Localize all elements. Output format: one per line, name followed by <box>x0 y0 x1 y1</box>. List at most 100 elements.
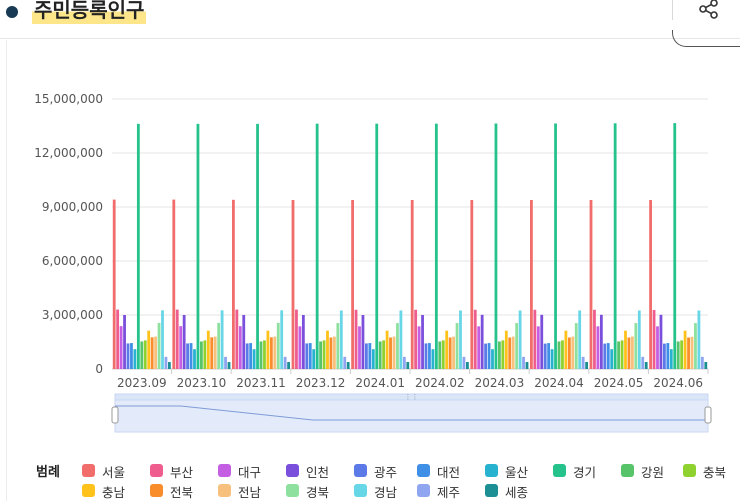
bar-경기[interactable] <box>256 123 259 369</box>
bar-전북[interactable] <box>389 337 392 370</box>
bar-제주[interactable] <box>283 356 287 369</box>
bar-대구[interactable] <box>238 326 242 369</box>
bar-세종[interactable] <box>346 362 350 369</box>
bar-대구[interactable] <box>298 326 302 369</box>
bar-경기[interactable] <box>375 123 379 369</box>
bar-강원[interactable] <box>498 341 501 369</box>
bar-서울[interactable] <box>351 199 354 369</box>
bar-대구[interactable] <box>596 326 600 369</box>
bar-인천[interactable] <box>361 315 365 369</box>
bar-전북[interactable] <box>269 337 273 369</box>
bar-경북[interactable] <box>396 323 399 369</box>
bar-광주[interactable] <box>543 343 547 369</box>
bar-경북[interactable] <box>455 323 459 369</box>
bar-대구[interactable] <box>179 326 183 369</box>
bar-충북[interactable] <box>680 340 684 369</box>
bar-부산[interactable] <box>295 309 298 369</box>
bar-서울[interactable] <box>589 199 593 369</box>
navigator-handle[interactable] <box>704 406 712 424</box>
bar-전남[interactable] <box>154 336 157 369</box>
bar-경북[interactable] <box>694 323 697 369</box>
bar-충북[interactable] <box>382 340 386 369</box>
bar-강원[interactable] <box>378 341 382 369</box>
bar-인천[interactable] <box>480 314 484 369</box>
bar-울산[interactable] <box>133 349 137 369</box>
bar-세종[interactable] <box>466 362 469 369</box>
bar-부산[interactable] <box>652 309 656 369</box>
bar-광주[interactable] <box>603 343 607 369</box>
bar-충북[interactable] <box>203 340 207 369</box>
bar-전북[interactable] <box>448 337 452 370</box>
bar-부산[interactable] <box>235 309 239 369</box>
bar-대전[interactable] <box>308 343 312 369</box>
bar-경남[interactable] <box>459 310 462 370</box>
navigator-grip-icon[interactable]: ⋮⋮ <box>405 393 419 401</box>
bar-강원[interactable] <box>617 341 620 369</box>
bar-경기[interactable] <box>494 123 498 369</box>
bar-부산[interactable] <box>533 309 537 369</box>
bar-제주[interactable] <box>581 356 585 369</box>
bar-서울[interactable] <box>470 199 474 369</box>
bar-경남[interactable] <box>399 310 403 370</box>
bar-충남[interactable] <box>385 330 389 369</box>
bar-충북[interactable] <box>143 340 147 369</box>
bar-서울[interactable] <box>232 199 235 369</box>
bar-전북[interactable] <box>508 337 512 370</box>
bar-경기[interactable] <box>554 123 557 369</box>
bar-충북[interactable] <box>561 340 564 369</box>
bar-울산[interactable] <box>669 349 673 369</box>
bar-인천[interactable] <box>182 315 186 369</box>
bar-제주[interactable] <box>164 356 168 369</box>
bar-경기[interactable] <box>136 123 140 369</box>
bar-전남[interactable] <box>452 336 455 369</box>
bar-서울[interactable] <box>649 199 652 369</box>
bar-전남[interactable] <box>273 336 277 369</box>
bar-울산[interactable] <box>610 349 614 369</box>
range-navigator[interactable] <box>114 397 709 433</box>
bar-대전[interactable] <box>487 343 491 369</box>
bar-인천[interactable] <box>242 315 246 369</box>
bar-강원[interactable] <box>676 341 680 369</box>
bar-경남[interactable] <box>697 310 701 370</box>
bar-충남[interactable] <box>266 330 270 369</box>
bar-경기[interactable] <box>613 123 617 369</box>
bar-울산[interactable] <box>550 349 554 369</box>
bar-충남[interactable] <box>624 330 627 369</box>
bar-대구[interactable] <box>358 326 361 369</box>
bar-충북[interactable] <box>501 340 505 369</box>
bar-제주[interactable] <box>343 356 347 369</box>
bar-충북[interactable] <box>620 340 624 369</box>
bar-전남[interactable] <box>511 336 515 369</box>
navigator-handle[interactable] <box>111 406 119 424</box>
bar-울산[interactable] <box>491 349 494 369</box>
bar-전남[interactable] <box>392 336 396 369</box>
bar-경기[interactable] <box>196 123 200 369</box>
bar-울산[interactable] <box>193 349 196 369</box>
bar-인천[interactable] <box>599 314 603 369</box>
bar-인천[interactable] <box>659 314 663 369</box>
bar-강원[interactable] <box>259 341 263 369</box>
bar-대전[interactable] <box>606 343 610 369</box>
bar-충북[interactable] <box>322 340 326 369</box>
bar-울산[interactable] <box>431 349 435 369</box>
bar-경남[interactable] <box>518 310 522 370</box>
bar-전북[interactable] <box>329 337 333 370</box>
bar-울산[interactable] <box>371 349 375 369</box>
bar-경북[interactable] <box>217 322 221 369</box>
bar-광주[interactable] <box>424 343 428 369</box>
bar-제주[interactable] <box>700 356 704 369</box>
bar-충남[interactable] <box>206 330 210 369</box>
bar-충남[interactable] <box>504 330 508 369</box>
bar-대구[interactable] <box>536 326 540 369</box>
bar-전북[interactable] <box>210 337 214 369</box>
bar-전남[interactable] <box>333 336 336 369</box>
bar-제주[interactable] <box>224 356 227 369</box>
bar-경북[interactable] <box>157 322 161 369</box>
bar-강원[interactable] <box>200 341 203 369</box>
bar-울산[interactable] <box>312 349 316 369</box>
bar-제주[interactable] <box>522 356 525 369</box>
bar-대전[interactable] <box>130 343 133 369</box>
bar-부산[interactable] <box>116 309 120 369</box>
bar-울산[interactable] <box>252 349 256 369</box>
bar-충남[interactable] <box>564 330 568 369</box>
